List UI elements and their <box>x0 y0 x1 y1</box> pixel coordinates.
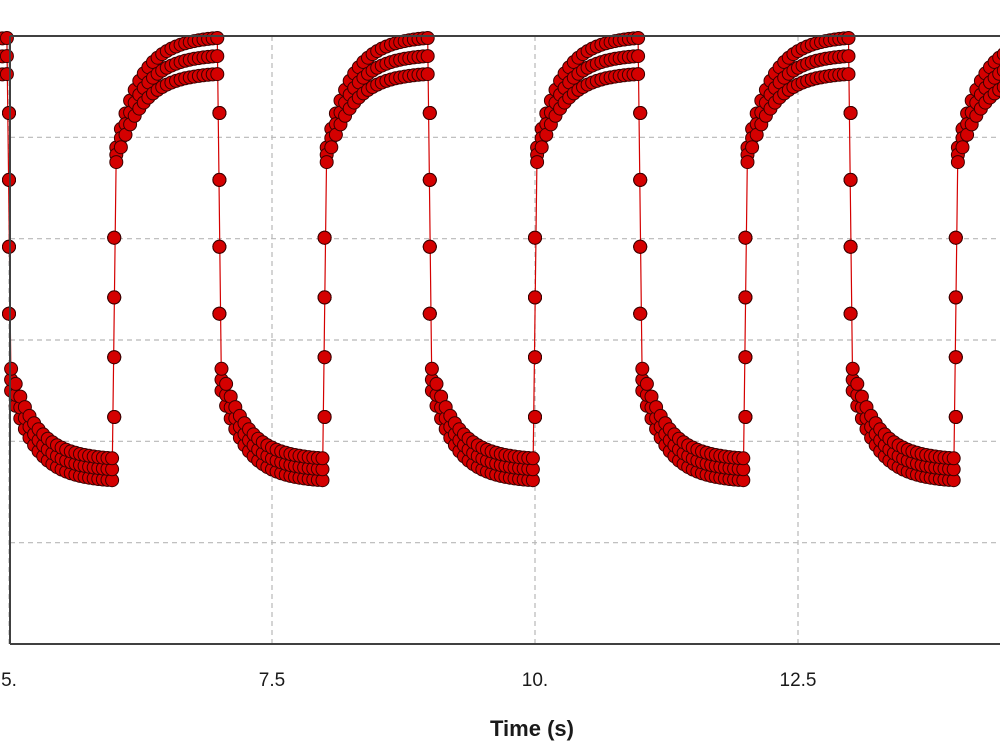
data-point <box>946 451 961 466</box>
data-point <box>105 451 120 466</box>
data-point <box>212 239 227 254</box>
data-point <box>317 350 332 365</box>
data-point <box>996 64 1000 77</box>
data-point <box>422 306 437 321</box>
grid-layer <box>8 36 1000 644</box>
data-point <box>841 31 856 45</box>
data-point <box>528 290 542 305</box>
x-tick-label: 7.5 <box>259 670 285 691</box>
data-point <box>635 361 650 376</box>
data-point <box>424 361 439 376</box>
data-point <box>639 376 654 391</box>
data-point <box>422 239 437 254</box>
data-point <box>738 290 753 305</box>
data-point <box>422 106 437 120</box>
series-layer <box>0 31 1000 488</box>
data-point <box>113 140 128 155</box>
data-point <box>212 106 227 120</box>
x-tick-label: 10. <box>522 670 548 691</box>
data-point <box>528 230 542 245</box>
data-point <box>0 67 14 82</box>
data-point <box>996 81 1000 93</box>
data-point <box>0 31 14 45</box>
data-point <box>996 48 1000 60</box>
data-point <box>420 49 435 64</box>
data-point <box>107 350 122 365</box>
data-point <box>212 172 227 187</box>
data-point <box>843 172 858 187</box>
data-point <box>633 306 648 321</box>
data-point <box>845 361 860 376</box>
data-point <box>4 361 19 376</box>
data-point <box>212 306 227 321</box>
data-point <box>219 376 234 391</box>
data-point <box>740 155 755 170</box>
data-point <box>525 451 540 466</box>
data-point <box>422 172 437 187</box>
data-point <box>534 140 549 155</box>
data-point <box>738 410 753 424</box>
data-point <box>631 31 646 45</box>
data-point <box>429 376 444 391</box>
data-point <box>948 290 963 305</box>
data-point <box>8 376 23 391</box>
x-tick-label: 12.5 <box>780 670 817 691</box>
data-point <box>324 140 339 155</box>
data-point <box>841 67 856 82</box>
data-point <box>109 155 124 170</box>
data-point <box>633 172 648 187</box>
data-point <box>843 106 858 120</box>
data-point <box>843 306 858 321</box>
data-point <box>948 410 963 424</box>
data-point <box>841 49 856 64</box>
frame-layer <box>9 35 1000 645</box>
data-point <box>107 290 122 305</box>
data-point <box>850 376 865 391</box>
x-tick-labels: 5. 7.5 10. 12.5 <box>1 670 816 691</box>
data-point <box>631 49 646 64</box>
data-point <box>420 67 435 82</box>
data-point <box>530 155 545 170</box>
data-point <box>420 31 435 45</box>
data-point <box>319 155 334 170</box>
data-point <box>950 155 965 170</box>
data-point <box>317 410 332 424</box>
data-point <box>738 230 753 245</box>
data-point <box>107 410 122 424</box>
data-point <box>214 361 229 376</box>
data-point <box>210 49 225 64</box>
data-point <box>633 239 648 254</box>
data-point <box>843 239 858 254</box>
data-point <box>745 140 760 155</box>
data-point <box>955 140 970 155</box>
data-point <box>738 350 753 365</box>
data-point <box>210 67 225 82</box>
x-tick-label: 5. <box>1 670 17 691</box>
data-point <box>315 451 330 466</box>
data-point <box>317 230 332 245</box>
data-point <box>528 350 542 365</box>
data-point <box>317 290 332 305</box>
data-point <box>0 49 14 64</box>
data-point <box>528 410 542 424</box>
data-point <box>736 451 751 466</box>
x-axis-title: Time (s) <box>490 716 574 741</box>
data-point <box>210 31 225 45</box>
data-point <box>948 350 963 365</box>
data-point <box>107 230 122 245</box>
data-point <box>633 106 648 120</box>
data-point <box>948 230 963 245</box>
data-point <box>631 67 646 82</box>
